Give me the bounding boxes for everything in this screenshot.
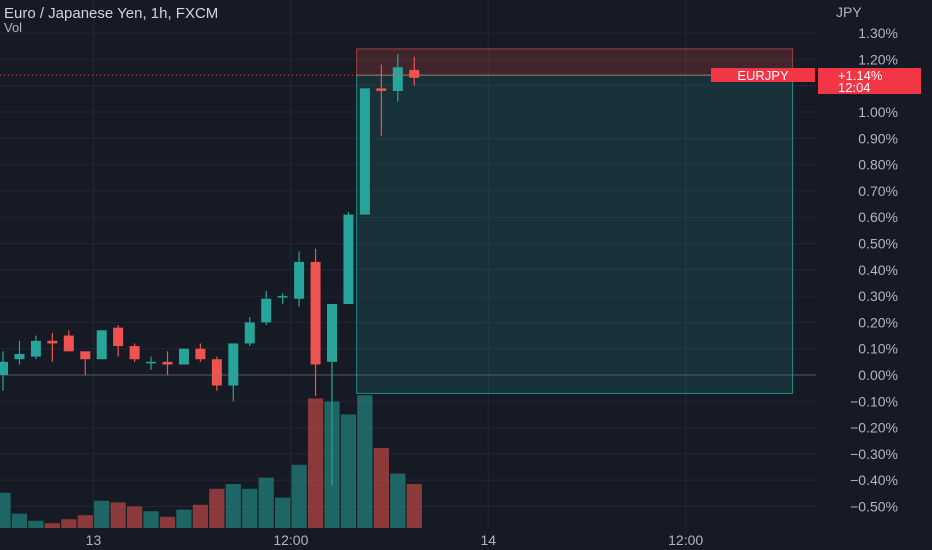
volume-bar	[406, 484, 422, 528]
position-tool[interactable]	[356, 48, 794, 394]
price-tick-label: 0.20%	[858, 314, 898, 330]
price-tick-label: 0.30%	[858, 288, 898, 304]
volume-bar	[340, 414, 357, 528]
price-badge-bg	[818, 68, 921, 94]
volume-bar	[0, 492, 11, 528]
volume-bar	[110, 502, 126, 528]
price-tick-label: 1.00%	[858, 104, 898, 120]
change-label: +1.14%	[838, 68, 883, 83]
price-tick-label: 0.80%	[858, 157, 898, 173]
candle-body	[409, 69, 420, 78]
volume-bar	[77, 515, 93, 528]
volume-bar	[192, 504, 209, 528]
grid	[0, 0, 816, 528]
price-axis[interactable]: 1.30%1.20%1.10%1.00%0.90%0.80%0.70%0.60%…	[850, 25, 898, 514]
price-tick-label: 0.10%	[858, 341, 898, 357]
volume-bar	[209, 488, 225, 528]
volume-bar	[373, 448, 389, 528]
price-tick-label: 0.40%	[858, 262, 898, 278]
volume-bar	[143, 511, 159, 528]
candle-body	[327, 303, 337, 362]
take-profit-zone[interactable]	[356, 74, 794, 394]
volume-bar	[44, 523, 60, 528]
currency-label: JPY	[836, 4, 862, 20]
volume-bar	[390, 473, 406, 528]
countdown-label: 12:04	[838, 80, 871, 95]
time-axis[interactable]: 13 12:00 14 12:00	[86, 532, 704, 548]
candle-body	[129, 346, 140, 360]
symbol-badge-bg	[711, 68, 815, 82]
symbol-badge-label: EURJPY	[737, 68, 789, 83]
time-tick-label: 12:00	[668, 532, 703, 548]
price-tick-label: −0.20%	[850, 420, 898, 436]
volume-label: Vol	[4, 20, 22, 35]
candle-body	[146, 361, 157, 364]
price-tick-label: 0.00%	[858, 367, 898, 383]
candle-body	[113, 327, 124, 347]
candle-body	[211, 359, 222, 386]
candle-body	[195, 348, 206, 360]
candle-body	[376, 88, 387, 91]
candle-body	[277, 296, 288, 298]
volume-bars	[0, 395, 422, 528]
candle-body	[244, 322, 255, 344]
symbol-badge[interactable]: EURJPY	[711, 68, 815, 83]
candles	[0, 54, 420, 486]
volume-bar	[94, 500, 110, 528]
candle-body	[178, 348, 189, 365]
candle-body	[343, 214, 354, 304]
candle-body	[228, 343, 239, 386]
candle-body	[0, 361, 8, 375]
time-tick-label: 14	[480, 532, 496, 548]
volume-bar	[126, 506, 143, 528]
candle-body	[392, 67, 403, 91]
time-tick-label: 12:00	[273, 532, 308, 548]
time-tick-label: 13	[86, 532, 102, 548]
volume-bar	[275, 497, 291, 528]
candle-body	[14, 353, 25, 360]
price-tick-label: 0.50%	[858, 236, 898, 252]
volume-bar	[11, 513, 28, 528]
price-tick-label: −0.10%	[850, 393, 898, 409]
price-tick-label: −0.50%	[850, 499, 898, 515]
candle-body	[310, 261, 321, 365]
price-tick-label: −0.30%	[850, 446, 898, 462]
candle-body	[30, 340, 41, 357]
candle-body	[261, 298, 272, 323]
candle-body	[80, 351, 91, 360]
volume-bar	[159, 516, 176, 528]
price-tick-label: 0.60%	[858, 209, 898, 225]
candle-body	[162, 361, 173, 365]
candle-body	[359, 88, 370, 215]
volume-bar	[61, 519, 77, 528]
chart-title: Euro / Japanese Yen, 1h, FXCM	[4, 5, 218, 22]
price-tick-label: 0.90%	[858, 130, 898, 146]
volume-bar	[225, 484, 241, 528]
volume-bar	[258, 477, 274, 528]
price-tick-label: −0.40%	[850, 472, 898, 488]
volume-bar	[176, 509, 192, 528]
price-badge: +1.14% 12:04	[818, 68, 921, 95]
price-tick-label: 1.30%	[858, 25, 898, 41]
volume-bar	[28, 520, 44, 528]
price-tick-label: 0.70%	[858, 183, 898, 199]
price-lines	[0, 74, 816, 376]
volume-bar	[357, 395, 373, 528]
volume-bar	[307, 398, 324, 528]
candle-body	[294, 261, 305, 299]
price-tick-label: 1.20%	[858, 51, 898, 67]
volume-bar	[242, 488, 258, 528]
candle-body	[63, 335, 74, 352]
candle-body	[96, 330, 107, 360]
volume-bar	[291, 464, 307, 528]
candle-body	[47, 340, 58, 344]
